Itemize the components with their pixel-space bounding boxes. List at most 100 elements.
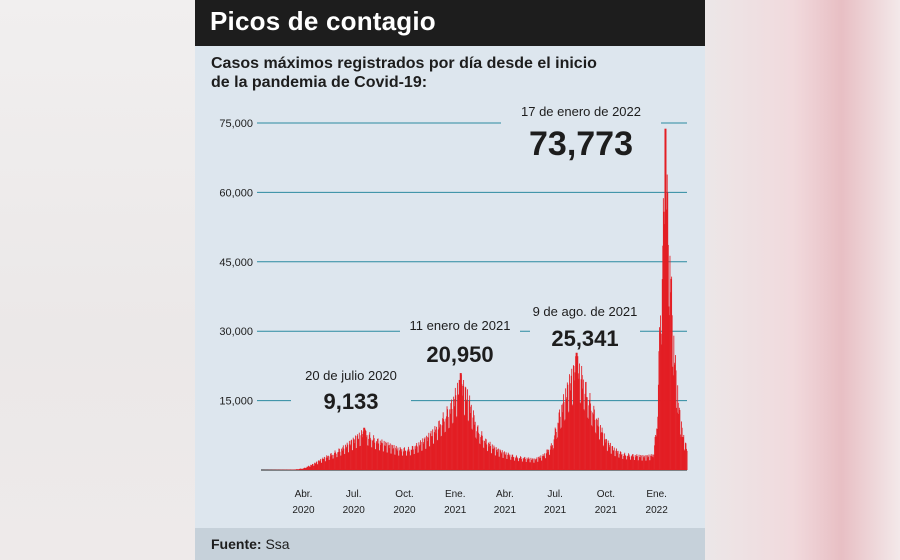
daily-case-bar [682, 437, 684, 470]
daily-case-bar [661, 279, 663, 470]
daily-case-bar [454, 399, 456, 470]
daily-case-bar [313, 465, 315, 470]
daily-case-bar [526, 461, 527, 470]
daily-case-bar [491, 444, 493, 470]
daily-case-bar [470, 412, 472, 470]
daily-case-bar [501, 450, 503, 470]
annotation-value: 9,133 [323, 389, 378, 414]
daily-case-bar [350, 440, 352, 470]
daily-case-bar [446, 416, 447, 470]
daily-case-bar [384, 445, 386, 470]
daily-case-bar [590, 410, 592, 470]
daily-case-bar [572, 365, 574, 470]
daily-case-bar [638, 460, 639, 470]
daily-case-bar [349, 444, 351, 470]
daily-case-bar [498, 456, 500, 470]
daily-case-bar [397, 447, 399, 470]
daily-case-bar [514, 460, 516, 470]
daily-case-bar [319, 461, 320, 470]
daily-case-bar [672, 366, 674, 470]
daily-case-bar [434, 426, 436, 470]
daily-case-bar [583, 409, 585, 470]
daily-case-bar [357, 434, 359, 470]
title-bar: Picos de contagio [195, 0, 705, 46]
daily-case-bar [683, 434, 685, 470]
daily-case-bar [581, 365, 583, 470]
daily-case-bar [399, 450, 401, 470]
daily-case-bar [496, 450, 498, 470]
daily-case-bar [540, 460, 542, 470]
daily-case-bar [425, 448, 427, 470]
daily-case-bar [626, 459, 628, 470]
daily-case-bar [406, 451, 408, 470]
daily-case-bar [528, 458, 530, 470]
daily-case-bar [346, 446, 348, 470]
daily-case-bar [560, 428, 562, 470]
daily-case-bar [629, 456, 631, 470]
daily-case-bar [601, 427, 603, 470]
daily-case-bar [650, 454, 652, 470]
daily-case-bar [635, 457, 637, 470]
daily-case-bar [678, 407, 680, 470]
daily-case-bar [464, 415, 466, 470]
daily-case-bar [355, 435, 356, 470]
daily-case-bar [319, 460, 321, 470]
daily-case-bar [487, 451, 489, 470]
daily-case-bar [308, 465, 309, 470]
daily-case-bar [603, 433, 605, 470]
daily-case-bar [562, 403, 564, 470]
daily-case-bar [304, 467, 306, 470]
daily-case-bar [639, 457, 641, 470]
daily-case-bar [620, 454, 622, 470]
daily-case-bar [365, 430, 367, 470]
daily-case-bar [539, 458, 541, 470]
daily-case-bar [435, 429, 436, 470]
daily-case-bar [549, 454, 551, 470]
daily-case-bar [336, 457, 338, 470]
daily-case-bar [556, 437, 558, 470]
daily-case-bar [622, 459, 624, 470]
daily-case-bar [630, 455, 632, 470]
daily-case-bar [295, 469, 297, 470]
x-tick-label: Ene. [445, 489, 466, 500]
daily-case-bar [358, 438, 360, 470]
daily-case-bar [593, 405, 595, 470]
daily-case-bar [328, 460, 330, 470]
annotation-date: 11 enero de 2021 [410, 318, 511, 333]
daily-case-bar [340, 455, 341, 470]
daily-case-bar [574, 372, 576, 470]
daily-case-bar [523, 459, 525, 470]
daily-case-bar [376, 443, 378, 470]
daily-case-bar [379, 440, 381, 470]
daily-case-bar [554, 427, 556, 470]
daily-case-bar [554, 435, 556, 470]
daily-case-bar [387, 442, 389, 470]
daily-case-bar [666, 209, 668, 470]
daily-case-bar [674, 364, 676, 470]
infographic-card: Picos de contagio Casos máximos registra… [195, 0, 705, 560]
daily-case-bar [499, 449, 501, 470]
daily-case-bar [443, 419, 445, 470]
daily-case-bar [586, 397, 588, 470]
daily-case-bar [567, 384, 569, 470]
daily-case-bar [558, 423, 559, 470]
daily-case-bar [375, 449, 377, 470]
daily-case-bar [534, 459, 536, 470]
daily-case-bar [512, 457, 514, 470]
daily-case-bar [569, 383, 571, 470]
daily-case-bar [534, 458, 536, 470]
daily-case-bar [657, 416, 659, 470]
daily-case-bar [553, 448, 554, 470]
daily-case-bar [322, 457, 324, 470]
daily-case-bar [588, 405, 590, 470]
daily-case-bar [585, 382, 586, 470]
daily-case-bar [393, 445, 395, 470]
daily-case-bar [559, 416, 561, 470]
daily-case-bar [591, 425, 593, 470]
daily-case-bar [301, 469, 303, 470]
daily-case-bar [500, 453, 502, 470]
daily-case-bar [358, 432, 360, 470]
daily-case-bar [618, 457, 620, 470]
daily-case-bar [558, 412, 560, 470]
daily-case-bar [684, 450, 686, 470]
